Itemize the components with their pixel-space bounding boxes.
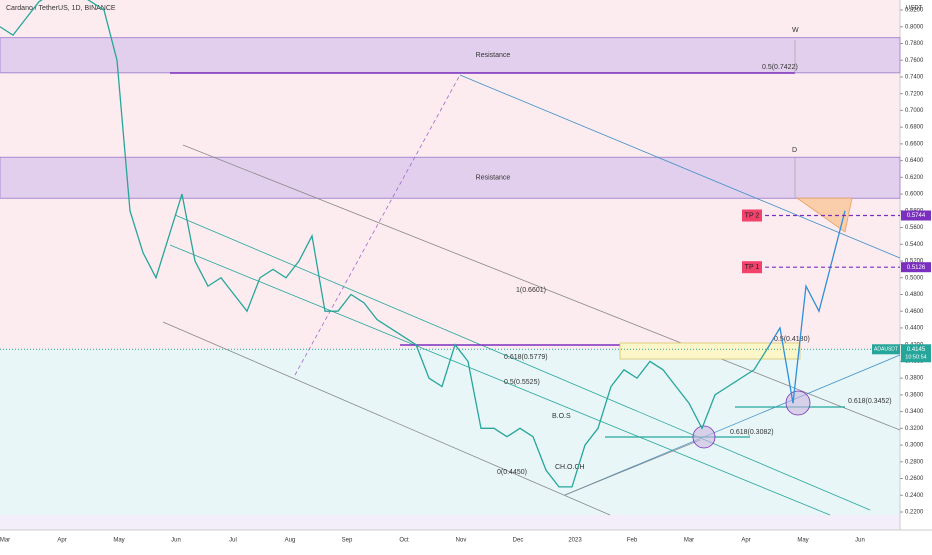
y-tick-label: 0.6800 [905,125,924,131]
y-tick-label: 0.8000 [905,24,924,30]
price-badge [901,262,931,273]
highlight-circle [785,390,811,416]
y-tick-label: 0.5600 [905,225,924,231]
price-badge [901,210,931,221]
channel-line [162,321,611,516]
y-tick-label: 0.2400 [905,493,924,499]
y-tick-label: 0.3200 [905,426,924,432]
unit-label: USDT [906,6,923,12]
fib-line [169,244,831,516]
y-tick-label: 0.5400 [905,242,924,248]
price-badge-label: 0.5126 [907,265,926,271]
channel-line [182,144,901,431]
y-tick-label: 0.8200 [905,8,924,14]
annotation: 0.618(0.3082) [730,429,774,436]
annotation: 0.5(0.7422) [762,64,798,71]
current-price-label: 0.4145 [907,347,926,353]
resistance-zone [0,37,901,74]
x-tick-label: Mar [0,538,10,544]
target-badge [742,209,762,222]
trend-line [459,74,901,259]
y-tick-label: 0.7200 [905,91,924,97]
indicator-pane [0,515,900,530]
y-tick-label: 0.7800 [905,41,924,47]
x-tick-label: Jun [171,538,181,544]
zone-label: Resistance [476,175,511,182]
x-tick-label: Jul [229,538,237,544]
x-tick-label: Nov [456,538,467,544]
x-tick-label: Dec [513,538,524,544]
dashed-line [294,74,461,376]
x-tick-label: Feb [627,538,638,544]
symbol-label: ADAUSDT [874,347,898,353]
y-tick-label: 0.4400 [905,326,924,332]
annotation: 0.5(0.4180) [774,336,810,343]
y-tick-label: 0.2600 [905,476,924,482]
x-tick-label: May [113,538,124,544]
annotation: 0.618(0.5779) [504,354,548,361]
annotation: D [792,147,797,154]
lower-background [0,349,900,515]
y-tick-label: 0.3400 [905,409,924,415]
annotation: W [792,27,799,34]
y-tick-label: 0.7600 [905,58,924,64]
y-tick-label: 0.3000 [905,443,924,449]
zones [0,37,901,199]
drawings [162,40,901,516]
y-tick-label: 0.7000 [905,108,924,114]
target-label: TP 1 [745,264,760,271]
annotation: 0(0.4450) [497,469,527,476]
price-badge-label: 0.5744 [907,213,926,219]
annotation: 0.618(0.3452) [848,398,892,405]
y-tick-label: 0.6600 [905,141,924,147]
demand-zone [619,342,801,360]
y-tick-label: 0.2800 [905,459,924,465]
annotation: B.O.S [552,413,571,420]
y-tick-label: 0.7400 [905,75,924,81]
price-line [0,0,768,488]
x-tick-label: Aug [285,538,296,544]
price-line [766,210,846,404]
target-badge [742,261,762,274]
trend-line [564,439,701,496]
chart-title: Cardano / TetherUS, 1D, BINANCE [6,5,116,12]
x-tick-label: Mar [684,538,694,544]
y-tick-label: 0.3600 [905,392,924,398]
target-label: TP 2 [745,212,760,219]
x-tick-label: Apr [57,538,66,544]
y-tick-label: 0.2200 [905,510,924,516]
annotation: 0.5(0.5525) [504,379,540,386]
x-tick-label: May [797,538,808,544]
current-price-badge [901,344,931,363]
annotation: CH.O.CH [555,464,585,471]
y-tick-label: 0.4600 [905,309,924,315]
highlight-circle [692,425,716,449]
y-tick-label: 0.4800 [905,292,924,298]
y-tick-label: 0.6400 [905,158,924,164]
y-tick-label: 0.5200 [905,259,924,265]
x-tick-label: Sep [342,538,353,544]
trend-line [564,354,901,496]
y-tick-label: 0.5000 [905,275,924,281]
x-tick-label: Jun [855,538,865,544]
y-tick-label: 0.3800 [905,376,924,382]
symbol-badge [872,344,900,355]
y-tick-label: 0.6200 [905,175,924,181]
x-tick-label: Apr [741,538,750,544]
resistance-zone [0,156,901,199]
fib-line [174,214,871,511]
annotation: 1(0.6601) [516,287,546,294]
x-tick-label: Oct [399,538,409,544]
zone-label: Resistance [476,52,511,59]
y-tick-label: 0.6000 [905,192,924,198]
countdown-label: 10:50:54 [905,355,926,361]
x-tick-label: 2023 [568,538,582,544]
